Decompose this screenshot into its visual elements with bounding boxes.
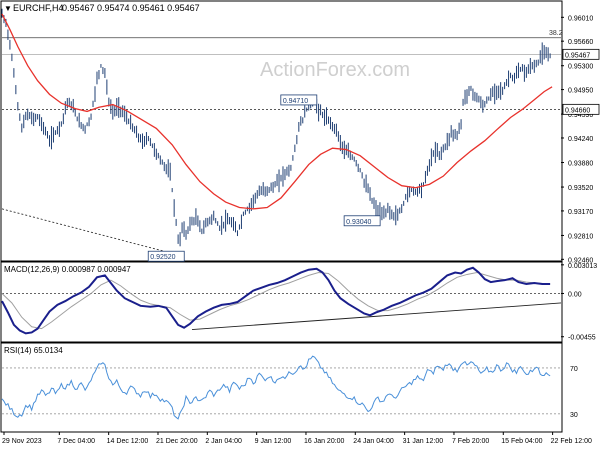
price-tick-label: 0.93880 — [568, 161, 593, 168]
macd-tick-label: 0.00 — [568, 291, 582, 298]
price-tick-label: 0.94240 — [568, 136, 593, 143]
macd-y-axis: 0.003013 0.00 -0.00455 — [2, 263, 597, 342]
price-y-axis: 0.96010 0.95660 0.95300 0.94950 0.94590 0.942… — [561, 15, 593, 264]
x-tick-label: 7 Dec 04:00 — [57, 438, 95, 445]
price-tick-label: 0.95300 — [568, 64, 593, 71]
price-tick-label: 0.92810 — [568, 233, 593, 240]
rsi-line — [1, 355, 551, 420]
x-tick-label: 31 Jan 12:00 — [403, 438, 444, 445]
rsi-panel-frame — [0, 342, 563, 433]
symbol-label: EURCHF,H4 — [13, 3, 64, 13]
x-tick-label: 22 Feb 12:00 — [551, 438, 592, 445]
ohlc-readout: 0.95467 0.95474 0.95461 0.95467 — [62, 3, 200, 13]
current-price-box — [562, 48, 600, 60]
support-level-box — [562, 103, 600, 115]
swing-label-box — [147, 250, 185, 262]
macd-panel-frame — [0, 261, 563, 343]
support-level-label: 0.94660 — [565, 107, 590, 114]
rsi-plot — [1, 355, 551, 420]
swing-label-text: 0.94710 — [283, 98, 308, 105]
swing-label-text: 0.92520 — [150, 254, 175, 261]
x-axis: 29 Nov 2023 7 Dec 04:00 14 Dec 12:00 21 Dec… — [2, 432, 592, 445]
price-levels: 38.2 0.95467 0.94660 — [1, 30, 600, 253]
macd-tick-label: -0.00455 — [568, 335, 596, 342]
swing-label-box — [343, 215, 381, 227]
x-tick-label: 21 Dec 20:00 — [156, 438, 198, 445]
macd-line — [1, 266, 551, 335]
price-tick-label: 0.94590 — [568, 112, 593, 119]
macd-title: MACD(12,26,9) 0.000987 0.000947 — [4, 265, 131, 274]
price-plot — [1, 8, 553, 247]
rsi-tick-label: 70 — [570, 366, 578, 373]
macd-signal-line — [1, 272, 551, 330]
price-panel-frame — [0, 0, 563, 262]
swing-label-box — [280, 94, 318, 106]
current-price-label: 0.95467 — [565, 52, 590, 59]
price-tick-label: 0.95660 — [568, 39, 593, 46]
rsi-tick-label: 30 — [570, 412, 578, 419]
x-tick-label: 2 Jan 04:00 — [205, 438, 242, 445]
price-trendline — [1, 208, 167, 253]
rsi-title: RSI(14) 65.0134 — [4, 346, 63, 355]
x-tick-label: 7 Feb 20:00 — [452, 438, 489, 445]
price-tick-label: 0.96010 — [568, 15, 593, 22]
x-tick-label: 29 Nov 2023 — [2, 438, 42, 445]
rsi-y-axis: 70 30 — [2, 366, 578, 419]
price-tick-label: 0.93520 — [568, 185, 593, 192]
macd-tick-label: 0.003013 — [568, 263, 597, 270]
x-tick-label: 24 Jan 04:00 — [353, 438, 394, 445]
price-annotations: 0.94710 0.93040 0.92520 — [147, 94, 381, 262]
ema-line — [1, 13, 553, 210]
price-tick-label: 0.92460 — [568, 257, 593, 264]
macd-plot — [1, 266, 562, 335]
dropdown-arrow-icon[interactable]: ▼ — [4, 4, 12, 13]
swing-label-text: 0.93040 — [346, 219, 371, 226]
price-tick-label: 0.94950 — [568, 88, 593, 95]
macd-trendline — [191, 302, 562, 331]
price-tick-label: 0.93170 — [568, 209, 593, 216]
x-tick-label: 14 Dec 12:00 — [107, 438, 149, 445]
x-tick-label: 15 Feb 04:00 — [501, 438, 542, 445]
x-tick-label: 16 Jan 20:00 — [304, 438, 345, 445]
watermark: ActionForex.com — [260, 59, 410, 81]
fib-level-label: 38.2 — [549, 30, 563, 37]
x-tick-label: 9 Jan 12:00 — [255, 438, 292, 445]
